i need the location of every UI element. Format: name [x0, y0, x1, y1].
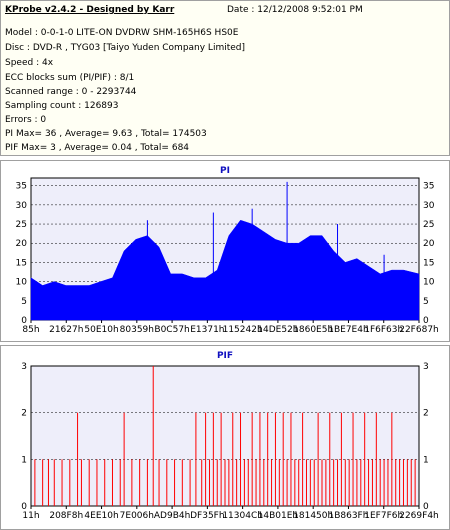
pif-xtick-label: 11304Ch [222, 511, 263, 521]
pif-xtick-label: DF35Fh [190, 511, 224, 521]
pi-chart: PI 0 0 5 5 10 10 15 15 20 20 25 25 30 30 35 35 85h 21627h 5… [16, 166, 439, 335]
pi-ytick-right: 5 [423, 297, 429, 307]
pi-chart-panel: PI 0 0 5 5 10 10 15 15 20 20 25 25 30 30 35 35 85h 21627h 5… [0, 160, 450, 342]
pi-ytick-right: 35 [423, 182, 434, 192]
pi-ytick-left: 0 [21, 316, 27, 326]
pi-ytick-right: 0 [423, 316, 429, 326]
pi-xtick-label: B0C57h [154, 325, 189, 335]
pi-ytick-left: 35 [16, 182, 27, 192]
pi-ytick-right: 20 [423, 239, 435, 249]
pi-ytick-right: 30 [423, 201, 435, 211]
scan-date: Date : 12/12/2008 9:52:01 PM [227, 5, 363, 15]
pi-ytick-left: 20 [16, 239, 28, 249]
pif-chart: PIF 0 0 1 1 2 2 3 3 11h 208F8h 4EE10h 7E006h AD9B4h DF… [21, 351, 439, 521]
info-sampling: Sampling count : 126893 [5, 101, 119, 111]
pi-xtick-label: 1860E5h [293, 325, 333, 335]
pif-chart-title: PIF [217, 351, 233, 361]
info-pif-stats: PIF Max= 3 , Average= 0.04 , Total= 684 [5, 143, 190, 153]
pi-xtick-label: 1F6F63h [364, 325, 403, 335]
pif-ytick-right: 0 [423, 502, 429, 512]
pi-chart-title: PI [220, 166, 230, 176]
pif-ytick-left: 3 [21, 362, 27, 372]
info-range: Scanned range : 0 - 2293744 [5, 87, 137, 97]
info-model: Model : 0-0-1-0 LITE-ON DVDRW SHM-165H6S… [5, 28, 239, 38]
pi-ytick-right: 25 [423, 220, 434, 230]
pif-ytick-left: 2 [21, 409, 27, 419]
pif-xtick-label: 1EF7F6h [364, 511, 403, 521]
pif-xtick-label: 14B01Eh [258, 511, 298, 521]
pi-ytick-right: 10 [423, 278, 435, 288]
pi-ytick-right: 15 [423, 258, 434, 268]
pi-ytick-left: 25 [16, 220, 27, 230]
info-disc: Disc : DVD-R , TYG03 [Taiyo Yuden Compan… [5, 43, 246, 53]
pif-xtick-label: 208F8h [49, 511, 83, 521]
info-speed: Speed : 4x [5, 58, 54, 68]
pif-xtick-label: AD9B4h [154, 511, 190, 521]
pi-ytick-left: 10 [16, 278, 28, 288]
pi-xtick-label: 1BE7E4h [328, 325, 368, 335]
pif-ytick-left: 1 [21, 455, 27, 465]
pif-ytick-left: 0 [21, 502, 27, 512]
pif-xtick-label: 181450h [293, 511, 333, 521]
pi-xtick-label: 21627h [49, 325, 83, 335]
pif-xtick-label: 1B863Fh [328, 511, 368, 521]
pif-xtick-label: 4EE10h [84, 511, 118, 521]
pif-chart-panel: PIF 0 0 1 1 2 2 3 3 11h 208F8h 4EE10h 7E006h AD9B4h DF… [0, 345, 450, 530]
info-errors: Errors : 0 [5, 115, 47, 125]
pif-ytick-right: 1 [423, 455, 429, 465]
pif-xtick-label: 2269F4h [399, 511, 439, 521]
info-pi-stats: PI Max= 36 , Average= 9.63 , Total= 1745… [5, 129, 207, 139]
pi-ytick-left: 30 [16, 201, 28, 211]
pi-ytick-left: 15 [16, 258, 27, 268]
pif-xtick-label: 7E006h [120, 511, 154, 521]
pi-xtick-label: 50E10h [84, 325, 118, 335]
app-title: KProbe v2.4.2 - Designed by Karr [5, 5, 175, 15]
pif-xtick-label: 11h [22, 511, 39, 521]
info-panel: KProbe v2.4.2 - Designed by Karr Date : … [0, 0, 450, 156]
pi-xtick-label: 80359h [120, 325, 154, 335]
pi-xtick-label: 14DE52h [257, 325, 298, 335]
pif-ytick-right: 3 [423, 362, 429, 372]
pi-series-area [30, 219, 420, 321]
pif-ytick-right: 2 [423, 409, 429, 419]
pi-xtick-label: 85h [22, 325, 39, 335]
pi-xtick-label: 22F687h [399, 325, 439, 335]
pi-ytick-left: 5 [21, 297, 27, 307]
info-ecc: ECC blocks sum (PI/PIF) : 8/1 [5, 73, 135, 83]
pi-xtick-label: E1371h [190, 325, 224, 335]
pi-xtick-label: 115242h [223, 325, 263, 335]
